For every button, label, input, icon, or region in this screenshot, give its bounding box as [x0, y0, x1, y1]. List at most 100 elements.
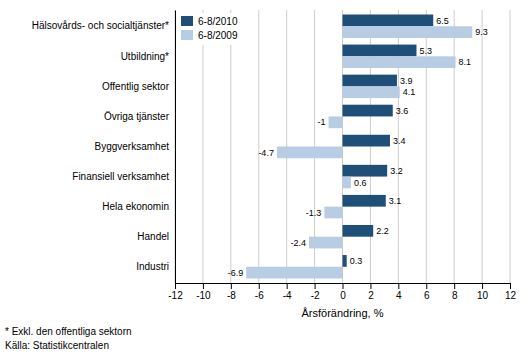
- tick-label: Handel: [137, 231, 169, 242]
- legend-item: 6-8/2009: [181, 30, 238, 41]
- tick: 12: [505, 283, 517, 301]
- bar: [309, 237, 343, 249]
- data-labels: 0.32.23.13.23.43.63.95.36.5-6.9-2.4-1.30…: [228, 16, 488, 278]
- bars: [246, 15, 472, 279]
- tick-label: Finansiell verksamhet: [72, 171, 169, 182]
- plot: 0.32.23.13.23.43.63.95.36.5-6.9-2.4-1.30…: [32, 10, 517, 319]
- tick-label: -12: [168, 290, 183, 301]
- tick-label: 2: [368, 290, 374, 301]
- axis-line: [175, 11, 176, 284]
- chart: 0.32.23.13.23.43.63.95.36.5-6.9-2.4-1.30…: [0, 0, 530, 358]
- data-label: 3.1: [389, 196, 402, 206]
- tick: Hälsovårds- och socialtjänster*: [32, 20, 175, 31]
- bar: [343, 45, 417, 57]
- legend-label: 6-8/2009: [198, 30, 238, 41]
- grid-line: [230, 10, 231, 283]
- data-label: -1.3: [306, 208, 322, 218]
- footnote: * Exkl. den offentliga sektorn: [5, 326, 132, 337]
- tick: 0: [340, 283, 346, 301]
- tick: 4: [396, 283, 402, 301]
- tick-label: -10: [196, 290, 211, 301]
- bar: [343, 177, 351, 189]
- tick-label: 0: [340, 290, 346, 301]
- tick: Finansiell verksamhet: [72, 171, 175, 182]
- x-axis: -12-10-8-6-4-2024681012: [168, 283, 516, 301]
- data-label: 3.6: [396, 106, 409, 116]
- tick-label: 10: [477, 290, 489, 301]
- bar: [343, 15, 434, 27]
- y-axis: Industri Handel Hela ekonomin Finansiell ve…: [32, 11, 176, 284]
- tick: -12: [168, 283, 183, 301]
- tick-label: 8: [452, 290, 458, 301]
- tick-mark: [398, 283, 399, 289]
- bar: [343, 105, 393, 117]
- tick: Utbildning*: [121, 51, 175, 62]
- tick-label: Övriga tjänster: [104, 111, 170, 122]
- tick: 8: [452, 283, 458, 301]
- tick: -8: [227, 283, 236, 301]
- tick: -4: [283, 283, 292, 301]
- tick-label: Utbildning*: [121, 51, 169, 62]
- bar: [343, 26, 473, 38]
- tick-label: -6: [255, 290, 264, 301]
- legend-background: [178, 13, 258, 45]
- tick-mark: [315, 283, 316, 289]
- tick-label: Hälsovårds- och socialtjänster*: [32, 20, 169, 31]
- tick: -6: [255, 283, 264, 301]
- legend-label: 6-8/2010: [198, 16, 238, 27]
- grid-line: [482, 10, 483, 283]
- tick: 6: [424, 283, 430, 301]
- tick-label: -8: [227, 290, 236, 301]
- axis-line: [176, 284, 511, 290]
- grid-line: [510, 10, 511, 283]
- tick-mark: [370, 283, 371, 289]
- axis-title: Årsförändring, %: [302, 307, 384, 319]
- tick-mark: [231, 283, 232, 289]
- tick-mark: [426, 283, 427, 289]
- tick-mark: [454, 283, 455, 289]
- bar: [343, 86, 400, 98]
- data-label: -2.4: [290, 238, 306, 248]
- bar: [343, 225, 374, 237]
- data-label: 4.1: [403, 87, 416, 97]
- tick: 2: [368, 283, 374, 301]
- tick-label: Industri: [136, 261, 169, 272]
- legend-item: 6-8/2010: [181, 16, 238, 27]
- tick-label: Byggverksamhet: [95, 141, 170, 152]
- data-label: 9.3: [475, 27, 488, 37]
- tick: Offentlig sektor: [102, 81, 175, 92]
- data-label: 5.3: [419, 46, 432, 56]
- data-label: 3.4: [393, 136, 406, 146]
- tick: Industri: [136, 261, 175, 272]
- bar: [343, 135, 390, 147]
- tick-mark: [343, 283, 344, 289]
- tick-label: -4: [283, 290, 292, 301]
- grid-line: [202, 10, 203, 283]
- data-label: 6.5: [436, 16, 449, 26]
- data-label: 3.9: [400, 76, 413, 86]
- bar: [343, 255, 347, 267]
- data-label: -6.9: [228, 268, 244, 278]
- tick: Handel: [137, 231, 175, 242]
- tick-label: 4: [396, 290, 402, 301]
- data-label: -4.7: [258, 148, 274, 158]
- grid-line: [175, 10, 176, 283]
- bar: [343, 165, 388, 177]
- footnote: Källa: Statistikcentralen: [5, 340, 109, 351]
- tick-mark: [175, 283, 176, 289]
- tick-mark: [287, 283, 288, 289]
- data-label: 3.2: [390, 166, 403, 176]
- grid-line: [258, 10, 259, 283]
- tick-label: Offentlig sektor: [102, 81, 170, 92]
- bar: [277, 147, 343, 159]
- tick-mark: [510, 283, 511, 289]
- tick: -10: [196, 283, 211, 301]
- data-label: 8.1: [459, 57, 472, 67]
- grid: [175, 10, 510, 283]
- tick: 10: [477, 283, 489, 301]
- tick-label: Hela ekonomin: [102, 201, 169, 212]
- legend-swatch: [181, 30, 193, 40]
- tick-label: 6: [424, 290, 430, 301]
- tick-label: 12: [505, 290, 517, 301]
- data-label: 0.6: [354, 178, 367, 188]
